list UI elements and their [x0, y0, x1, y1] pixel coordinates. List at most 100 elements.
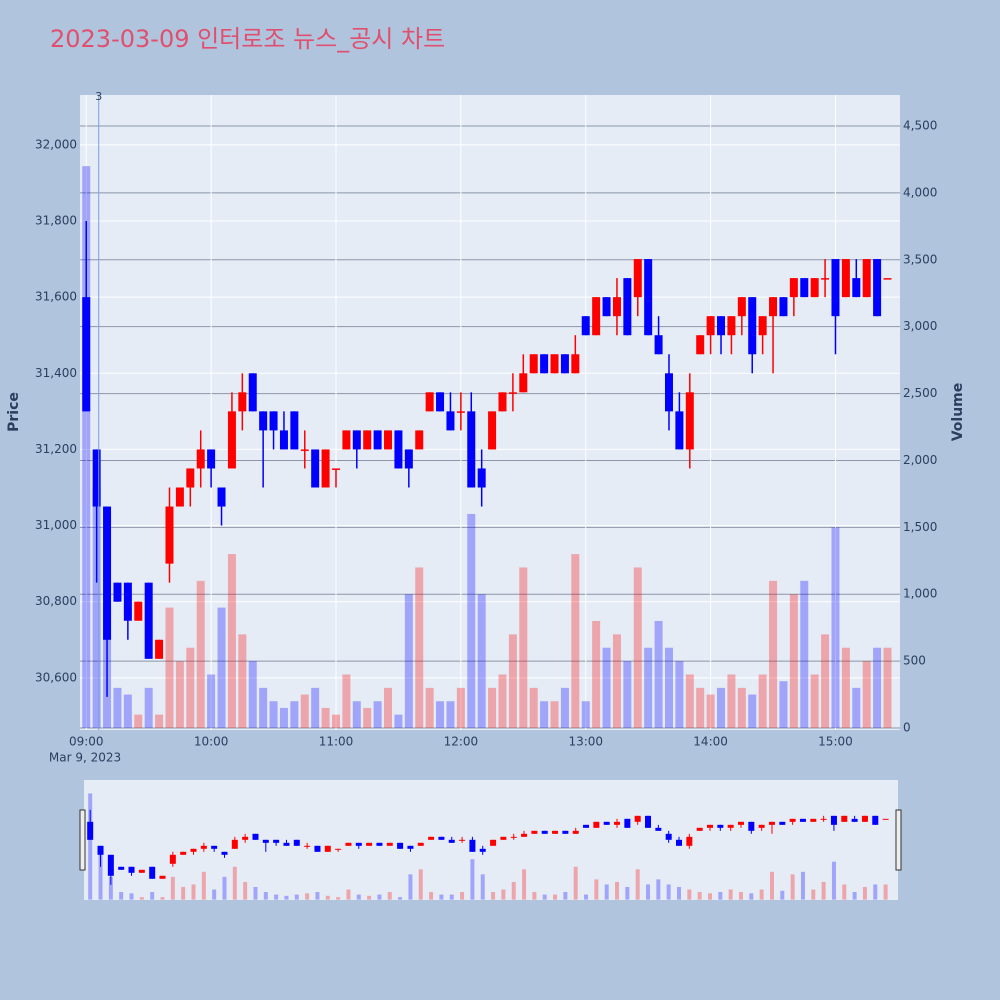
candle-body: [404, 449, 413, 469]
mini-volume-bar: [88, 793, 93, 900]
volume-bar: [644, 647, 653, 728]
mini-volume-bar: [532, 892, 537, 900]
mini-candle-body: [645, 815, 652, 828]
slider-handle[interactable]: [79, 809, 86, 871]
mini-volume-bar: [439, 894, 444, 900]
mini-candle-body: [510, 836, 517, 838]
volume-bar: [498, 674, 507, 728]
volume-bar: [519, 567, 528, 728]
mini-candle-body: [779, 821, 786, 825]
mini-volume-bar: [553, 894, 558, 900]
mini-candle-body: [231, 839, 238, 849]
candle-body: [92, 449, 101, 507]
candle-body: [311, 449, 320, 488]
mini-volume-bar: [129, 893, 134, 900]
mini-volume-bar: [232, 866, 237, 900]
volume-bar: [831, 527, 840, 728]
volume-bar: [165, 607, 174, 728]
mini-candle-body: [459, 839, 466, 841]
volume-bar: [394, 714, 403, 728]
y2-axis-label: Volume: [950, 383, 966, 442]
mini-candle-body: [97, 845, 104, 855]
mini-candle-body: [593, 821, 600, 828]
volume-bar: [623, 661, 632, 728]
candle-body: [831, 259, 840, 317]
mini-candle-body: [758, 824, 765, 828]
mini-volume-bar: [769, 871, 774, 900]
y-tick-label: 31,600: [35, 290, 77, 304]
candle-body: [227, 411, 236, 469]
mini-volume-bar: [263, 892, 268, 900]
mini-volume-bar: [243, 881, 248, 900]
volume-bar: [248, 661, 257, 728]
x-tick-label: 10:00: [194, 735, 229, 749]
candle-body: [82, 297, 91, 412]
mini-candle-body: [87, 821, 94, 840]
mini-volume-bar: [511, 881, 516, 900]
mini-candle-body: [335, 848, 342, 850]
volume-bar: [144, 687, 153, 728]
candle-body: [560, 354, 569, 374]
mini-candle-body: [861, 815, 868, 822]
mini-volume-bar: [294, 894, 299, 900]
candle-body: [519, 373, 528, 393]
mini-volume-bar: [656, 879, 661, 900]
y-tick-label: 31,800: [35, 214, 77, 228]
volume-bar: [727, 674, 736, 728]
volume-bar: [789, 594, 798, 728]
y2-tick-label: 1,500: [903, 520, 937, 534]
mini-volume-bar: [315, 892, 320, 900]
mini-volume-bar: [501, 889, 506, 900]
mini-candle-body: [386, 842, 393, 846]
candle-body: [696, 335, 705, 355]
candle-body: [862, 259, 871, 298]
mini-volume-bar: [305, 893, 310, 900]
volume-bar: [550, 701, 559, 728]
y-tick-label: 32,000: [35, 137, 77, 151]
candle-body: [633, 259, 642, 298]
mini-volume-bar: [718, 892, 723, 900]
mini-candle-body: [262, 839, 269, 843]
mini-candle-body: [118, 866, 125, 870]
mini-candle-body: [138, 869, 145, 873]
candle-body: [675, 411, 684, 450]
volume-bar: [852, 687, 861, 728]
mini-volume-bar: [573, 866, 578, 900]
y2-tick-label: 500: [903, 654, 926, 668]
y-tick-label: 30,600: [35, 670, 77, 684]
volume-bar: [331, 714, 340, 728]
candle-body: [363, 430, 372, 450]
volume-bar: [175, 661, 184, 728]
mini-candle-body: [572, 830, 579, 834]
mini-volume-bar: [852, 892, 857, 900]
candle-body: [779, 297, 788, 317]
mini-volume-bar: [738, 892, 743, 900]
mini-candle-body: [159, 875, 166, 879]
mini-volume-bar: [160, 897, 165, 900]
mini-candle-body: [541, 830, 548, 834]
mini-volume-bar: [449, 894, 454, 900]
volume-bar: [196, 580, 205, 728]
mini-volume-bar: [635, 869, 640, 900]
mini-candle-body: [562, 830, 569, 834]
candle-body: [810, 278, 819, 298]
slider-handle[interactable]: [895, 809, 902, 871]
volume-bar: [571, 554, 580, 728]
mini-candle-body: [469, 839, 476, 852]
mini-volume-bar: [418, 869, 423, 900]
mini-volume-bar: [460, 892, 465, 900]
candle-body: [165, 506, 174, 564]
candle-body: [175, 487, 184, 507]
candle-body: [800, 278, 809, 298]
candle-body: [144, 582, 153, 659]
volume-bar: [748, 694, 757, 728]
volume-bar: [592, 620, 601, 728]
candle-body: [259, 411, 268, 431]
mini-candle-body: [748, 821, 755, 831]
mini-candle-body: [366, 842, 373, 846]
candle-body: [373, 430, 382, 450]
mini-volume-bar: [336, 897, 341, 900]
candle-body: [269, 411, 278, 431]
mini-volume-bar: [780, 890, 785, 900]
